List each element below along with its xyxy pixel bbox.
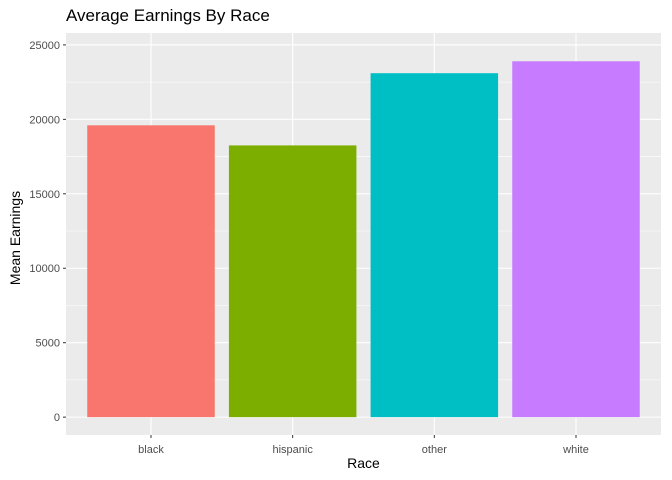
bar-white (512, 61, 640, 418)
bar-other (370, 73, 499, 418)
x-tick-label: hispanic (272, 444, 313, 456)
x-tick-label: black (138, 444, 164, 456)
y-tick-label: 10000 (29, 263, 60, 275)
y-tick-label: 5000 (36, 338, 60, 350)
y-tick-label: 0 (54, 412, 60, 424)
y-axis-title-text: Mean Earnings (7, 190, 23, 286)
bars (87, 61, 640, 418)
bar-hispanic (228, 145, 357, 418)
x-axis-ticks: black hispanic other white (138, 435, 589, 456)
x-axis-title: Race (347, 455, 380, 471)
x-tick-label: white (562, 444, 589, 456)
bar-black (87, 125, 215, 418)
y-tick-label: 15000 (29, 189, 60, 201)
y-tick-label: 20000 (29, 114, 60, 126)
y-axis-ticks: 0 5000 10000 15000 20000 25000 (29, 40, 66, 424)
chart-title: Average Earnings By Race (66, 6, 270, 25)
x-tick-label: other (422, 444, 447, 456)
y-tick-label: 25000 (29, 40, 60, 52)
